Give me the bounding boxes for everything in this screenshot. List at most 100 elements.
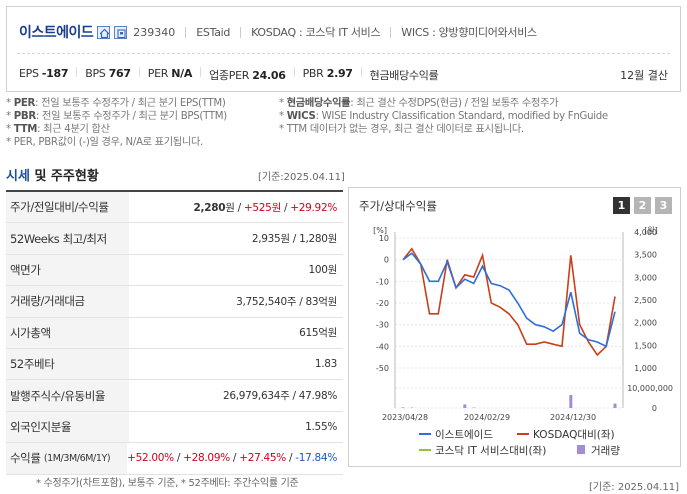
legend-swatch (577, 445, 585, 454)
note-pbr: * PBR: 전일 보통주 수정주가 / 최근 분기 BPS(TTM) (6, 111, 227, 122)
row-value: 2,280원 / +525원 / +29.92% (193, 201, 338, 214)
period-button-3[interactable]: 3 (655, 197, 672, 214)
metric-per: PER N/A (147, 67, 193, 80)
chart-basis-date: [기준: 2025.04.11] (588, 482, 679, 493)
volume-tick-label: 0 (652, 404, 657, 413)
row-value: 100원 (308, 264, 337, 277)
x-tick-label: 2023/04/28 (382, 413, 428, 422)
note-wics: * WICS: WISE Industry Classification Sta… (279, 111, 608, 122)
relative-return-chart: [%] [원] 10 0 -10 -20 -30 -40 -50 4,000 3,500 3,000 2… (373, 226, 673, 457)
volume-bar (463, 404, 467, 408)
note-ttm: * TTM: 최근 4분기 합산 (6, 124, 110, 135)
row-value: 1.55% (305, 420, 337, 433)
definition-notes-right: * 현금배당수익률: 최근 결산 수정DPS(현금) / 전일 보통주 수정주가… (279, 97, 608, 136)
table-row: 외국인지분율 1.55% (6, 411, 343, 444)
y-left-tick-label: -20 (376, 299, 389, 308)
period-button-1[interactable]: 1 (613, 197, 630, 214)
row-value: 26,979,634주 / 47.98% (222, 390, 337, 403)
row-value: 3,752,540주 / 83억원 (236, 295, 337, 308)
note-na: * PER, PBR값이 (-)일 경우, N/A로 표기됩니다. (6, 137, 203, 148)
separator (185, 26, 187, 38)
current-price: 2,280 (193, 201, 226, 214)
row-label: 수익률 (1M/3M/6M/1Y) (6, 443, 128, 474)
table-footnote: * 수정주가(차트포함), 보통주 기준, * 52주베타: 주간수익률 기준 (36, 478, 299, 489)
period-button-2[interactable]: 2 (634, 197, 651, 214)
series-line (402, 247, 616, 357)
series-line (402, 252, 616, 348)
x-tick-label: 2024/12/30 (550, 413, 596, 422)
y-right-tick-label: 3,000 (634, 273, 657, 282)
volume-bar (569, 395, 573, 408)
legend-label: 거래량 (591, 445, 620, 457)
row-label: 외국인지분율 (6, 411, 129, 443)
y-right-tick-label: 1,000 (634, 364, 657, 373)
table-row: 발행주식수/유동비율 26,979,634주 / 47.98% (6, 380, 343, 412)
y-left-tick-label: -30 (376, 321, 389, 330)
price-change-pct: +29.92% (290, 201, 337, 214)
metric-pbr: PBR 2.97 (302, 67, 353, 80)
chart-title: 주가/상대수익률 (359, 199, 437, 213)
home-icon[interactable] (97, 25, 111, 39)
row-label: 시가총액 (6, 317, 129, 348)
stock-code: 239340 (133, 25, 176, 39)
row-label: 액면가 (6, 254, 129, 286)
row-value: 615억원 (299, 327, 337, 340)
settlement-month: 12월 결산 (620, 69, 668, 82)
separator (390, 26, 392, 38)
row-value: +52.00% / +28.09% / +27.45% / -17.84% (127, 452, 337, 465)
metric-eps: EPS -187 (19, 67, 69, 80)
table-row: 52Weeks 최고/최저 2,935원 / 1,280원 (6, 223, 343, 255)
metric-dividend-yield: 현금배당수익률 (369, 69, 439, 82)
row-label: 52Weeks 최고/최저 (6, 223, 129, 254)
y-right-tick-label: 2,500 (634, 296, 657, 305)
stock-summary-card: 이스트에이드 239340 ESTaid KOSDAQ : 코스닥 IT 서비스… (6, 6, 681, 92)
divider (17, 53, 670, 54)
volume-tick-label: 10,000,000 (627, 384, 673, 393)
x-tick-label: 2024/02/29 (464, 413, 510, 422)
return-6m: +27.45% (239, 452, 286, 465)
metrics-row: EPS -187 BPS 767 PER N/A 업종PER 24.06 PBR… (19, 67, 439, 83)
market-classification: KOSDAQ : 코스닥 IT 서비스 (251, 26, 381, 39)
table-row: 52주베타 1.83 (6, 348, 343, 381)
legend-label: KOSDAQ대비(좌) (533, 429, 615, 441)
y-right-tick-label: 1,500 (634, 341, 657, 350)
return-1y: -17.84% (295, 452, 337, 465)
y-right-tick-label: 3,500 (634, 251, 657, 260)
y-left-tick-label: -50 (376, 364, 389, 373)
y-right-tick-label: 4,000 (634, 228, 657, 237)
english-name: ESTaid (196, 25, 231, 39)
price-shareholder-table: 주가/전일대비/수익률 2,280원 / +525원 / +29.92% 52W… (6, 190, 343, 475)
building-icon[interactable] (114, 25, 128, 39)
return-3m: +28.09% (183, 452, 230, 465)
row-label: 주가/전일대비/수익률 (6, 192, 129, 223)
metric-industry-per: 업종PER 24.06 (209, 69, 286, 82)
table-row: 수익률 (1M/3M/6M/1Y) +52.00% / +28.09% / +2… (6, 443, 343, 475)
basis-date: [기준:2025.04.11] (258, 172, 345, 183)
row-label: 52주베타 (6, 348, 129, 380)
row-value: 2,935원 / 1,280원 (251, 233, 337, 246)
title-row: 이스트에이드 239340 ESTaid KOSDAQ : 코스닥 IT 서비스… (19, 21, 537, 43)
chart-panel: 주가/상대수익률 1 2 3 [%] [원] 10 0 -10 -20 -30 -40 -50 4… (348, 187, 681, 467)
price-change: +525 (243, 201, 272, 214)
section-title: 시세 및 주주현황 (6, 169, 99, 184)
volume-bar (401, 407, 405, 408)
table-row: 액면가 100원 (6, 254, 343, 287)
y-left-tick-label: 10 (379, 234, 389, 243)
row-label: 거래량/거래대금 (6, 286, 129, 317)
legend-label: 이스트에이드 (435, 429, 493, 441)
table-row: 거래량/거래대금 3,752,540주 / 83억원 (6, 286, 343, 318)
separator (240, 26, 242, 38)
y-left-tick-label: -40 (376, 342, 389, 351)
row-label: 발행주식수/유동비율 (6, 380, 129, 411)
y-left-tick-label: -10 (376, 277, 389, 286)
return-1m: +52.00% (127, 452, 174, 465)
note-per: * PER: 전일 보통주 수정주가 / 최근 분기 EPS(TTM) (6, 98, 226, 109)
y-right-tick-label: 2,000 (634, 319, 657, 328)
table-row: 주가/전일대비/수익률 2,280원 / +525원 / +29.92% (6, 192, 343, 224)
y-left-unit: [%] (373, 226, 387, 235)
y-left-tick-label: 0 (384, 256, 389, 265)
legend-label: 코스닥 IT 서비스대비(좌) (435, 445, 546, 457)
note-ttm-missing: * TTM 데이터가 없는 경우, 최근 결산 데이터로 표시됩니다. (279, 124, 524, 135)
row-value: 1.83 (314, 358, 337, 371)
company-name[interactable]: 이스트에이드 (19, 25, 94, 41)
